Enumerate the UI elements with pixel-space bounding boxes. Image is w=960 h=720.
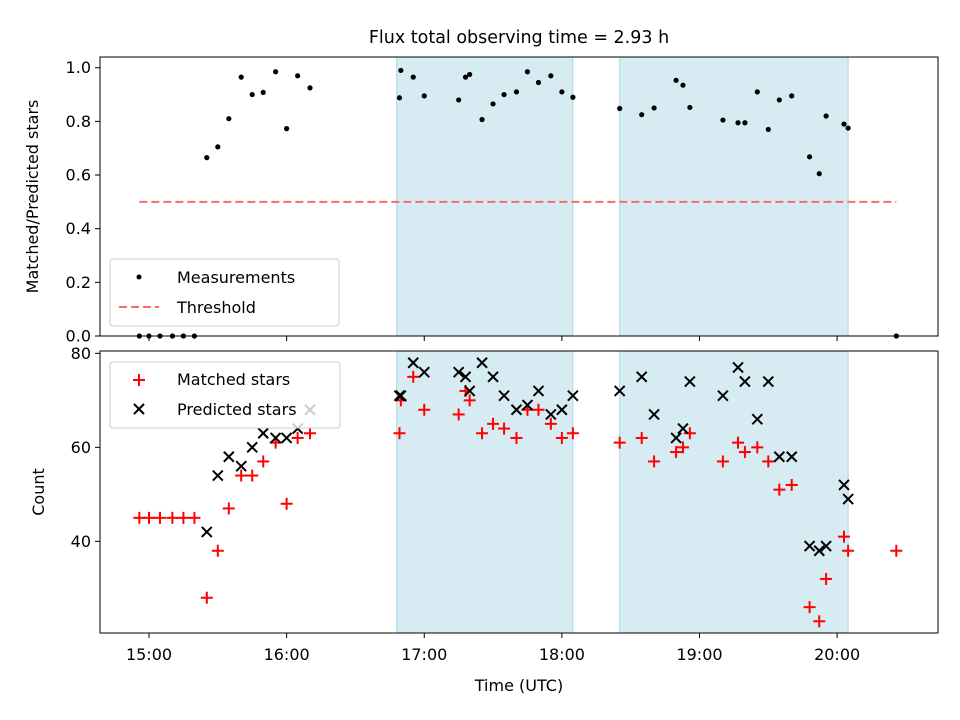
- measurement-point-26: [501, 92, 506, 97]
- measurement-point-27: [514, 89, 519, 94]
- top-legend: Measurements Threshold: [110, 259, 339, 326]
- top-y-tick-label-5: 0.8: [66, 112, 91, 131]
- measurement-point-11: [250, 92, 255, 97]
- x-tick-label-1: 15:00: [126, 645, 172, 664]
- chart-title: Flux total observing time = 2.93 h: [369, 28, 669, 48]
- measurement-point-33: [617, 106, 622, 111]
- figure-canvas: Flux total observing time = 2.93 h 0.0 0.…: [0, 0, 960, 720]
- measurement-point-15: [295, 73, 300, 78]
- measurement-point-23: [467, 72, 472, 77]
- measurement-point-36: [673, 78, 678, 83]
- measurement-point-25: [490, 101, 495, 106]
- measurement-point-28: [525, 69, 530, 74]
- measurement-point-30: [548, 73, 553, 78]
- measurement-point-49: [841, 121, 846, 126]
- top-y-tick-label-2: 0.2: [66, 273, 91, 292]
- measurement-point-10: [239, 75, 244, 80]
- measurement-point-21: [456, 97, 461, 102]
- measurement-point-20: [422, 93, 427, 98]
- measurement-point-38: [687, 105, 692, 110]
- measurement-point-34: [639, 112, 644, 117]
- x-tick-label-5: 19:00: [676, 645, 722, 664]
- measurement-point-32: [570, 95, 575, 100]
- measurement-point-13: [273, 69, 278, 74]
- measurement-point-17: [397, 95, 402, 100]
- measurement-point-39: [720, 117, 725, 122]
- shaded-region-2: [620, 351, 848, 633]
- measurement-point-42: [755, 89, 760, 94]
- legend-predicted-label: Predicted stars: [177, 400, 297, 419]
- measurement-point-48: [824, 113, 829, 118]
- top-y-tick-label-4: 0.6: [66, 166, 91, 185]
- top-y-axis-label: Matched/Predicted stars: [23, 100, 42, 294]
- bottom-y-tick-label-1: 40: [71, 532, 91, 551]
- legend-threshold-label: Threshold: [176, 298, 256, 317]
- x-tick-label-3: 17:00: [401, 645, 447, 664]
- legend-measurements-label: Measurements: [177, 268, 295, 287]
- measurement-point-19: [411, 75, 416, 80]
- measurement-point-7: [204, 155, 209, 160]
- measurement-point-43: [766, 127, 771, 132]
- measurement-point-9: [226, 116, 231, 121]
- measurement-point-35: [651, 105, 656, 110]
- measurement-point-37: [680, 83, 685, 88]
- top-y-tick-label-1: 0.0: [66, 327, 91, 346]
- measurement-point-18: [398, 68, 403, 73]
- measurement-point-40: [735, 120, 740, 125]
- bottom-y-axis-label: Count: [29, 468, 48, 516]
- top-y-tick-label-6: 1.0: [66, 58, 91, 77]
- measurement-point-50: [846, 125, 851, 130]
- bottom-y-tick-label-3: 80: [71, 344, 91, 363]
- measurement-point-47: [817, 171, 822, 176]
- measurement-point-46: [807, 154, 812, 159]
- top-y-tick-label-3: 0.4: [66, 219, 91, 238]
- x-axis-label: Time (UTC): [474, 676, 563, 695]
- measurement-point-41: [742, 120, 747, 125]
- shaded-region-2: [620, 57, 848, 336]
- bottom-y-tick-label-2: 60: [71, 438, 91, 457]
- measurement-point-24: [479, 117, 484, 122]
- measurement-point-45: [789, 93, 794, 98]
- x-tick-label-4: 18:00: [539, 645, 585, 664]
- measurement-point-8: [215, 144, 220, 149]
- shaded-region-1: [397, 351, 573, 633]
- legend-matched-label: Matched stars: [177, 370, 290, 389]
- shaded-region-1: [397, 57, 573, 336]
- bottom-legend: Matched stars Predicted stars: [110, 362, 340, 428]
- measurement-point-12: [261, 90, 266, 95]
- legend-measurements-marker: [137, 275, 142, 280]
- measurement-point-44: [777, 97, 782, 102]
- measurement-point-29: [536, 80, 541, 85]
- x-tick-label-6: 20:00: [814, 645, 860, 664]
- measurement-point-14: [284, 126, 289, 131]
- x-tick-label-2: 16:00: [264, 645, 310, 664]
- measurement-point-31: [559, 89, 564, 94]
- measurement-point-16: [307, 85, 312, 90]
